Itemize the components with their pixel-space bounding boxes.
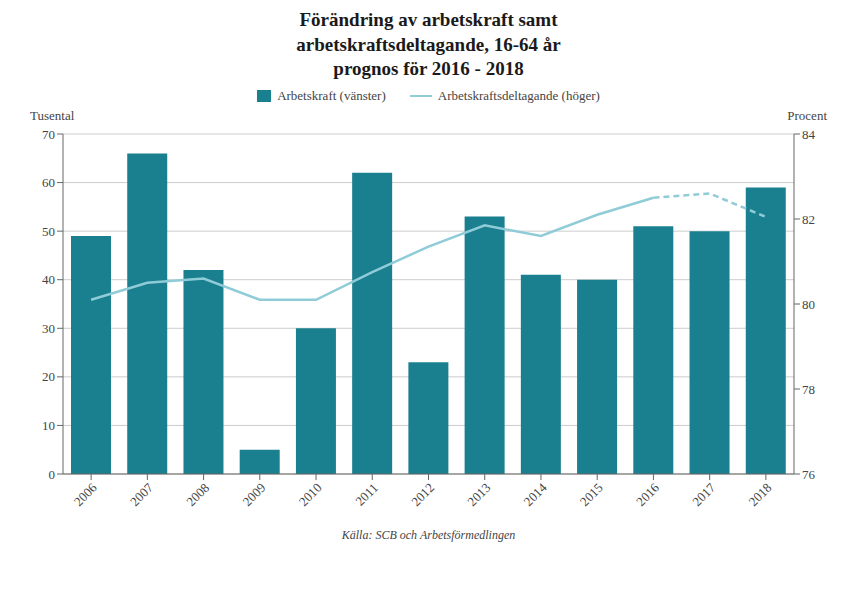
svg-text:2011: 2011	[352, 480, 381, 509]
svg-text:30: 30	[42, 321, 55, 336]
svg-text:60: 60	[42, 175, 55, 190]
html-text:Arbetskraft (vänster): Arbetskraft (vänster)	[277, 88, 386, 104]
svg-text:2013: 2013	[464, 480, 493, 509]
svg-text:2010: 2010	[296, 480, 325, 509]
svg-text:2006: 2006	[71, 480, 100, 509]
svg-text:50: 50	[42, 224, 55, 239]
svg-text:2012: 2012	[408, 480, 437, 509]
svg-text:2017: 2017	[689, 480, 718, 509]
svg-text:10: 10	[42, 418, 55, 433]
svg-text:0: 0	[49, 467, 56, 482]
svg-text:2007: 2007	[127, 480, 156, 509]
svg-text:20: 20	[42, 370, 55, 385]
svg-text:82: 82	[802, 212, 815, 227]
svg-text:76: 76	[802, 467, 816, 482]
html-text:Arbetskraftsdeltagande (höger): Arbetskraftsdeltagande (höger)	[437, 88, 600, 104]
svg-text:2016: 2016	[633, 480, 662, 509]
html-text:Förändring av arbetskraft samt: Förändring av arbetskraft samt arbetskra…	[296, 9, 561, 80]
svg-text:2014: 2014	[521, 480, 550, 509]
html-text:Tusental: Tusental	[30, 108, 75, 124]
svg-text:84: 84	[802, 127, 816, 142]
html-text:Procent: Procent	[787, 108, 827, 124]
svg-text:2015: 2015	[577, 480, 606, 509]
svg-text:2009: 2009	[239, 480, 268, 509]
svg-text:40: 40	[42, 272, 55, 287]
svg-text:78: 78	[802, 382, 815, 397]
html-text:Källa: SCB och Arbetsförmedlin: Källa: SCB och Arbetsförmedlingen	[341, 528, 516, 543]
svg-text:2018: 2018	[746, 480, 775, 509]
svg-text:80: 80	[802, 297, 815, 312]
svg-text:70: 70	[42, 127, 55, 142]
svg-text:2008: 2008	[183, 480, 212, 509]
